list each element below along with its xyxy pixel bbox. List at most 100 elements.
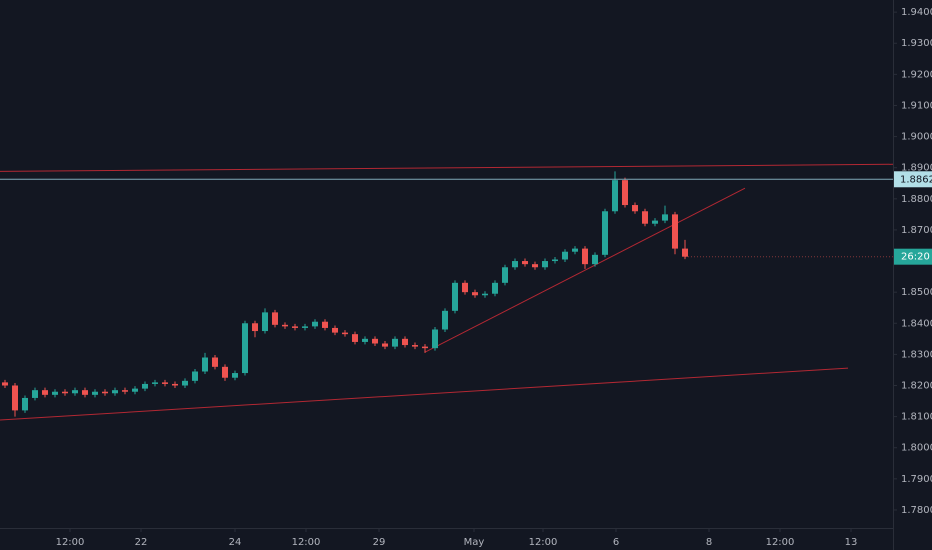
candle-body <box>482 293 488 296</box>
candle-body <box>592 254 598 265</box>
y-tick-label: 1.93000 <box>901 38 932 49</box>
y-tick-label: 1.83000 <box>901 349 932 360</box>
candle-body <box>422 346 428 349</box>
candle-body <box>302 326 308 328</box>
candle-body <box>622 180 628 206</box>
candle-body <box>172 383 178 386</box>
candle-body <box>12 385 18 411</box>
candle-body <box>212 357 218 367</box>
x-tick-label: 12:00 <box>56 537 85 548</box>
candle-body <box>292 326 298 328</box>
candle-body <box>442 310 448 330</box>
y-tick-label: 1.78000 <box>901 505 932 516</box>
candle-body <box>552 259 558 262</box>
trendline <box>0 367 849 421</box>
candle-body <box>152 382 158 384</box>
x-tick-label: May <box>464 537 485 548</box>
candle-body <box>222 366 228 378</box>
candle-body <box>112 390 118 394</box>
candle-body <box>232 373 238 378</box>
y-tick-label: 1.94000 <box>901 7 932 18</box>
candle-body <box>52 391 58 395</box>
y-tick-label: 1.79000 <box>901 474 932 485</box>
candle-body <box>602 211 608 255</box>
candle-body <box>452 282 458 311</box>
price-line-box <box>894 171 932 188</box>
candle-body <box>582 248 588 265</box>
y-tick-label: 1.89000 <box>901 163 932 174</box>
candle-body <box>272 312 278 325</box>
y-tick-label: 1.85000 <box>901 287 932 298</box>
candle-body <box>432 329 438 349</box>
x-tick-label: 12:00 <box>766 537 795 548</box>
x-tick-label: 8 <box>706 537 712 548</box>
y-tick-label: 1.90000 <box>901 132 932 143</box>
trendline <box>0 163 893 172</box>
candle-body <box>62 391 68 394</box>
y-tick-label: 1.92000 <box>901 69 932 80</box>
y-tick-label: 1.81000 <box>901 412 932 423</box>
y-tick-label: 1.87000 <box>901 225 932 236</box>
candle-body <box>322 321 328 328</box>
candle-body <box>282 324 288 327</box>
trendline <box>424 187 746 353</box>
candle-body <box>2 382 8 386</box>
y-tick-label: 1.88000 <box>901 194 932 205</box>
candle-body <box>182 380 188 386</box>
candle-body <box>22 397 28 411</box>
candle-body <box>542 261 548 268</box>
candle-body <box>562 251 568 260</box>
x-tick-label: 6 <box>613 537 619 548</box>
candle-body <box>532 264 538 268</box>
candle-body <box>332 327 338 333</box>
candle-body <box>672 214 678 249</box>
candle-body <box>122 390 128 392</box>
y-tick-label: 1.91000 <box>901 100 932 111</box>
x-tick-label: 29 <box>373 537 386 548</box>
candle-body <box>362 338 368 342</box>
x-tick-label: 12:00 <box>529 537 558 548</box>
countdown-label: 26:20 <box>901 252 930 263</box>
candle-body <box>402 338 408 346</box>
candle-body <box>492 282 498 294</box>
candle-body <box>382 343 388 347</box>
candle-body <box>462 282 468 293</box>
candle-body <box>512 261 518 268</box>
candle-body <box>652 220 658 224</box>
candle-body <box>242 323 248 374</box>
candle-body <box>312 321 318 327</box>
candle-body <box>262 312 268 332</box>
candle-body <box>632 205 638 212</box>
candle-body <box>572 248 578 252</box>
candle-body <box>132 388 138 392</box>
x-tick-label: 22 <box>135 537 148 548</box>
price-line-label: 1.88628 <box>900 174 932 185</box>
y-tick-label: 1.80000 <box>901 443 932 454</box>
candle-body <box>72 390 78 394</box>
candle-body <box>82 390 88 395</box>
x-tick-label: 13 <box>845 537 858 548</box>
candle-body <box>252 323 258 332</box>
candle-body <box>682 248 688 257</box>
candle-body <box>92 391 98 395</box>
candle-body <box>662 214 668 221</box>
candle-body <box>142 383 148 389</box>
x-tick-label: 24 <box>229 537 242 548</box>
candle-body <box>412 345 418 347</box>
candle-body <box>502 267 508 283</box>
y-tick-label: 1.82000 <box>901 380 932 391</box>
candle-body <box>162 382 168 384</box>
candle-body <box>472 292 478 296</box>
candle-body <box>342 332 348 335</box>
candle-body <box>522 261 528 265</box>
candle-body <box>202 357 208 372</box>
x-tick-label: 12:00 <box>292 537 321 548</box>
countdown-box <box>894 248 932 265</box>
candle-body <box>392 338 398 347</box>
y-tick-label: 1.84000 <box>901 318 932 329</box>
candle-body <box>192 371 198 381</box>
plot-area <box>0 163 893 421</box>
candle-body <box>352 334 358 342</box>
